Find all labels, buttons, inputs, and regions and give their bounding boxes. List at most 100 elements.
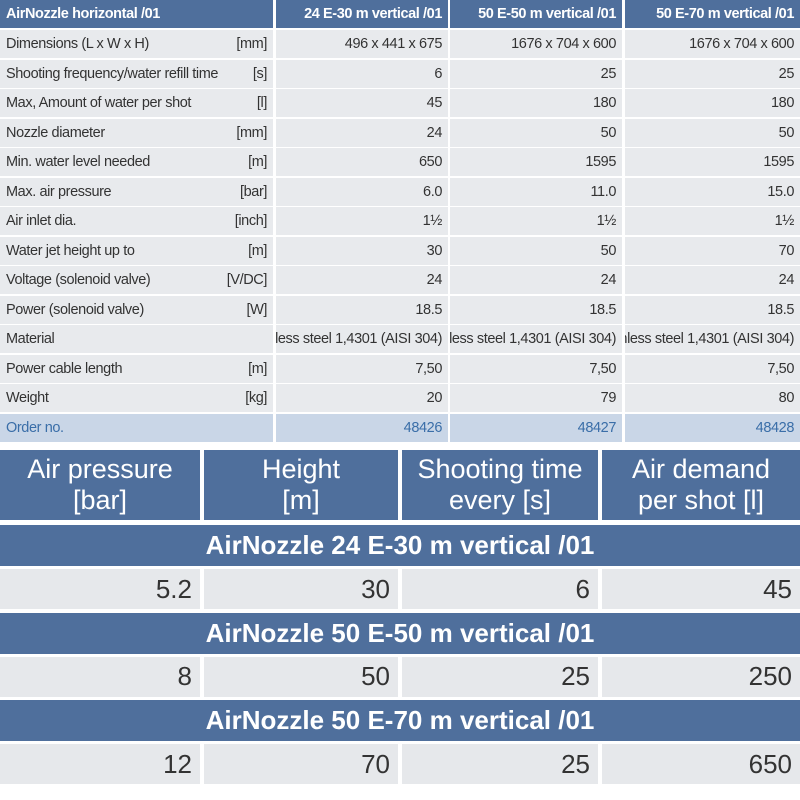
value-cell: 20 [276, 384, 448, 412]
row-label: Voltage (solenoid valve) [0, 266, 273, 294]
row-label: Weight [0, 384, 273, 412]
header-cell: Shooting time every [s] [402, 450, 598, 520]
header-cell: 24 E-30 m vertical /01 [276, 0, 448, 28]
row-label: Dimensions (L x W x H) [0, 30, 273, 58]
value-cell: 6.0 [276, 177, 448, 206]
value-cell: 11.0 [450, 177, 622, 206]
value-cell: 1676 x 704 x 600 [625, 30, 800, 58]
value-cell: 48426 [276, 413, 448, 442]
value-cell: 1½ [625, 207, 800, 235]
header-line: [m] [282, 485, 320, 515]
row-unit: [m] [248, 154, 267, 170]
row-label: Min. water level needed [0, 148, 273, 176]
value-cell: 45 [602, 569, 800, 609]
header-cell: 50 E-70 m vertical /01 [625, 0, 800, 28]
header-line: Air demand [631, 454, 771, 484]
value-cell: 48428 [625, 413, 800, 442]
value-cell: 50 [204, 656, 398, 697]
header-cell: Height [m] [204, 450, 398, 520]
value-cell: 25 [625, 59, 800, 88]
row-label: Air inlet dia. [0, 207, 273, 235]
value-cell: 25 [402, 656, 598, 697]
header-line: Height [261, 454, 341, 484]
row-label: Power (solenoid valve) [0, 295, 273, 324]
value-cell: 24 [276, 118, 448, 147]
row-unit: [kg] [245, 390, 267, 406]
value-cell: 70 [204, 744, 398, 784]
value-cell: 180 [450, 89, 622, 117]
value-cell: 24 [276, 266, 448, 294]
header-cell: Air demand per shot [l] [602, 450, 800, 520]
row-label: Max, Amount of water per shot [0, 89, 273, 117]
row-unit: [bar] [239, 183, 267, 200]
value-cell: 250 [602, 656, 800, 697]
header-line: per shot [l] [637, 485, 765, 515]
value-cell: Stainless steel 1,4301 (AISI 304) [450, 325, 622, 353]
header-line: Shooting time [417, 454, 583, 484]
row-label: Shooting frequency/water refill time [0, 59, 273, 88]
value-cell: 70 [625, 236, 800, 265]
header-line: every [s] [448, 485, 552, 515]
value-cell: 1½ [450, 207, 622, 235]
value-cell: 18.5 [276, 295, 448, 324]
value-cell: 7,50 [625, 354, 800, 383]
value-cell: 50 [450, 236, 622, 265]
value-cell: 6 [402, 569, 598, 609]
group-title: AirNozzle 24 E-30 m vertical /01 [0, 525, 800, 566]
value-cell: 8 [0, 656, 200, 697]
row-unit: [V/DC] [226, 272, 268, 288]
value-cell: 180 [625, 89, 800, 117]
value-cell: 30 [204, 569, 398, 609]
value-cell: 1676 x 704 x 600 [450, 30, 622, 58]
value-cell: Stainless steel 1,4301 (AISI 304) [625, 325, 800, 353]
value-cell: 1595 [450, 148, 622, 176]
value-cell: Stainless steel 1,4301 (AISI 304) [276, 325, 448, 353]
value-cell: 1½ [276, 207, 448, 235]
value-cell: 15.0 [625, 177, 800, 206]
value-cell: 18.5 [625, 295, 800, 324]
value-cell: 650 [276, 148, 448, 176]
value-cell: 12 [0, 744, 200, 784]
row-unit: [mm] [236, 124, 267, 141]
header-cell: Air pressure [bar] [0, 450, 200, 520]
value-cell: 7,50 [450, 354, 622, 383]
value-cell: 30 [276, 236, 448, 265]
value-cell: 5.2 [0, 569, 200, 609]
row-label: Max. air pressure [0, 177, 273, 206]
row-label: Water jet height up to [0, 236, 273, 265]
value-cell: 1595 [625, 148, 800, 176]
header-cell: AirNozzle horizontal /01 [0, 0, 273, 28]
header-cell: 50 E-50 m vertical /01 [450, 0, 622, 28]
row-unit: [m] [248, 360, 267, 377]
row-unit: [mm] [236, 36, 267, 52]
row-label: Power cable length [0, 354, 273, 383]
row-label: Nozzle diameter [0, 118, 273, 147]
row-label: Material [0, 325, 273, 353]
value-cell: 24 [625, 266, 800, 294]
row-unit: [m] [248, 242, 267, 259]
value-cell: 24 [450, 266, 622, 294]
value-cell: 48427 [450, 413, 622, 442]
row-unit: [inch] [234, 213, 268, 229]
value-cell: 25 [402, 744, 598, 784]
row-label: Order no. [0, 413, 273, 442]
value-cell: 80 [625, 384, 800, 412]
value-cell: 7,50 [276, 354, 448, 383]
value-cell: 18.5 [450, 295, 622, 324]
row-unit: [s] [252, 65, 268, 82]
value-cell: 25 [450, 59, 622, 88]
row-unit: [W] [246, 301, 267, 318]
value-cell: 6 [276, 59, 448, 88]
value-cell: 45 [276, 89, 448, 117]
value-cell: 50 [625, 118, 800, 147]
value-cell: 79 [450, 384, 622, 412]
value-cell: 650 [602, 744, 800, 784]
group-title: AirNozzle 50 E-50 m vertical /01 [0, 612, 800, 654]
group-title: AirNozzle 50 E-70 m vertical /01 [0, 700, 800, 741]
value-cell: 496 x 441 x 675 [276, 30, 448, 58]
header-line: Air pressure [27, 454, 173, 484]
row-unit: [l] [256, 95, 267, 111]
value-cell: 50 [450, 118, 622, 147]
header-line: [bar] [72, 485, 128, 515]
